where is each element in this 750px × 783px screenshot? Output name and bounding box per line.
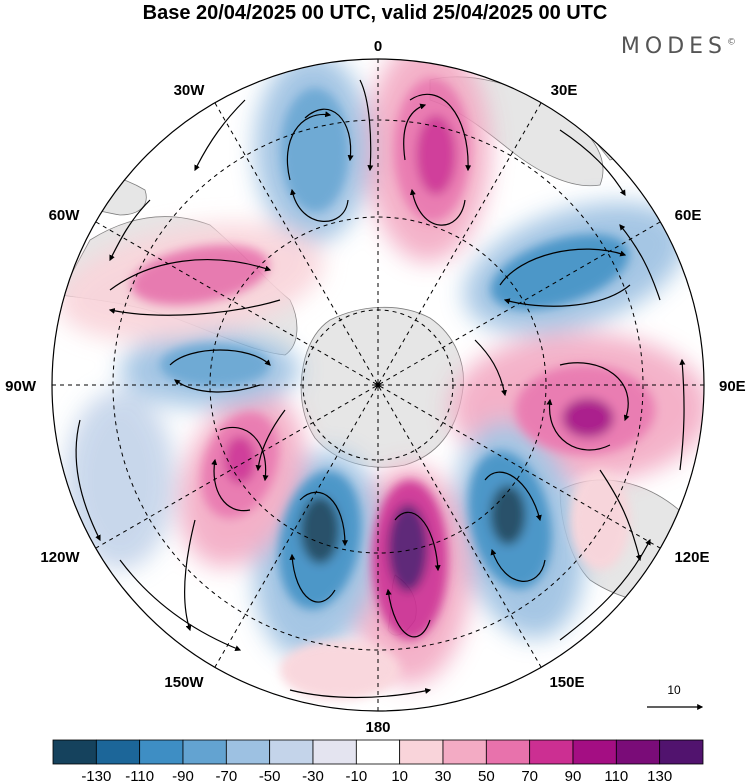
colorbar-swatch [615,739,661,765]
lon-label-90w: 90W [5,378,37,395]
colorbar-tick-label: -110 [125,768,154,783]
reference-vector-label: 10 [667,683,681,697]
colorbar-swatch [485,739,531,765]
lon-label-120e: 120E [674,549,709,566]
colorbar-swatch [269,739,314,765]
pole-marker [375,382,381,388]
colorbar-swatch [182,739,227,765]
brand-mark: © [727,37,736,48]
colorbar-tick-label: 110 [604,768,628,783]
colorbar-tick-label: -30 [302,768,324,783]
lon-label-0: 0 [374,38,382,55]
streamlines [75,79,686,699]
lon-label-60w: 60W [49,207,81,224]
lon-label-60e: 60E [675,207,702,224]
shading-fields [56,59,704,700]
graticule [52,59,704,711]
lon-label-90e: 90E [719,378,746,395]
colorbar-swatch [139,739,184,765]
colorbar-swatch [312,739,357,765]
lon-label-30e: 30E [551,82,578,99]
colorbar-tick-label: 130 [647,768,672,783]
colorbar-tick-label: 30 [435,768,452,783]
colorbar: -130 -110 -90 -70 -50 -30 -10 10 30 50 70 90 110 130 [52,739,704,783]
lon-label-150w: 150W [164,674,204,691]
colorbar-swatch [355,739,401,765]
lon-label-120w: 120W [40,549,80,566]
map-border [51,58,705,712]
colorbar-tick-label: 70 [521,768,538,783]
colorbar-swatch [399,739,444,765]
colorbar-swatch [659,739,704,765]
map-title: Base 20/04/2025 00 UTC, valid 25/04/2025… [142,2,608,24]
reference-vector: 10 [647,683,704,710]
brand-text: MODES [620,34,727,59]
colorbar-swatch [52,739,97,765]
colorbar-tick-label: 10 [391,768,408,783]
colorbar-tick-label: -90 [172,768,194,783]
colorbar-tick-label: -130 [81,768,111,783]
anomaly-neg-f [65,390,175,570]
colorbar-swatch [95,739,141,765]
colorbar-tick-label: -50 [259,768,281,783]
colorbar-tick-label: -70 [215,768,237,783]
colorbar-swatch [572,739,617,765]
colorbar-tick-label: -10 [345,768,367,783]
longitude-labels: 0 30E 60E 90E 120E 150E 180 150W 120W 90… [5,38,746,736]
colorbar-swatch [225,739,271,765]
colorbar-tick-label: 50 [478,768,495,783]
lon-label-180: 180 [365,719,390,736]
lon-label-30w: 30W [174,82,206,99]
colorbar-swatch [529,739,574,765]
lon-label-150e: 150E [549,674,584,691]
colorbar-tick-label: 90 [565,768,582,783]
brand-logo: MODES© [621,34,736,59]
colorbar-swatch [442,739,487,765]
